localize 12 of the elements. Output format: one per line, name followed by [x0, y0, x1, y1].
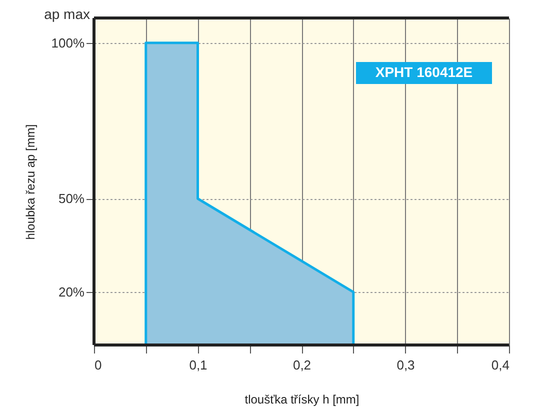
x-axis-title: tloušťka třísky h [mm] — [244, 392, 360, 406]
y-tick-label: 50% — [58, 191, 85, 206]
annotation: XPHT 160412E — [375, 64, 473, 80]
x-tick-label: 0,2 — [292, 358, 312, 372]
y-tick-label: 100% — [51, 35, 85, 50]
x-tick-label: 0,4 — [491, 358, 510, 372]
text: ap max — [44, 6, 90, 22]
x-tick-label: 0,3 — [396, 358, 415, 372]
y-axis-title: hloubka řezu ap [mm] — [23, 124, 38, 240]
x-tick-label: 0,1 — [189, 358, 208, 372]
y-tick-label: 20% — [58, 284, 85, 300]
x-tick-label: 0 — [94, 358, 102, 372]
